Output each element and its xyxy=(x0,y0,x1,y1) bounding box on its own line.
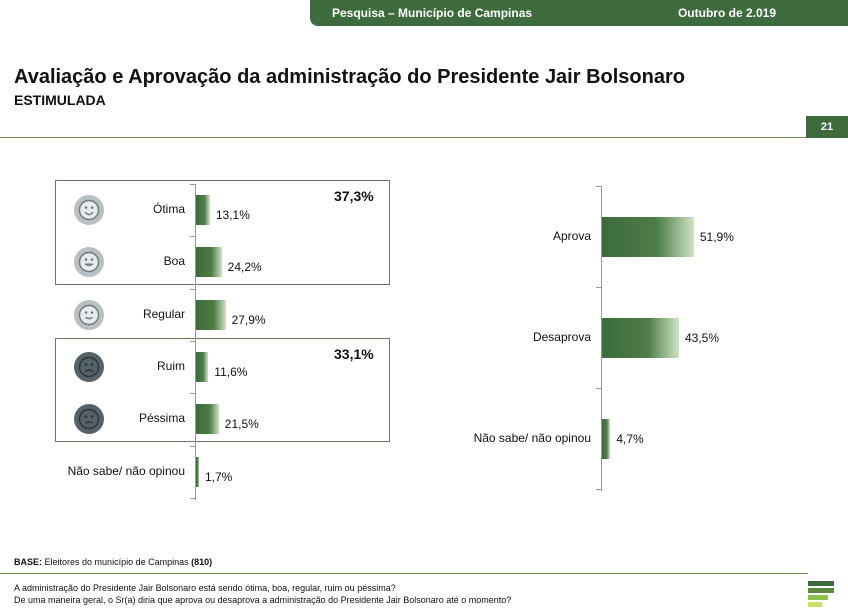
neutral-face-icon xyxy=(74,300,104,330)
category-label-pessima: Péssima xyxy=(138,411,185,425)
survey-name: Pesquisa – Município de Campinas xyxy=(332,6,533,20)
page-title: Avaliação e Aprovação da administração d… xyxy=(14,66,685,88)
question-2: De uma maneira geral, o Sr(a) diria que … xyxy=(14,595,512,605)
right-chart-tick xyxy=(596,489,602,490)
happy-face-icon xyxy=(74,247,104,277)
value-label-aprova: 51,9% xyxy=(699,230,734,244)
left-chart-tick xyxy=(190,498,196,499)
bar-nao-sabe-nao-opinou xyxy=(196,457,199,487)
very-happy-face-icon xyxy=(74,195,104,225)
page-number: 21 xyxy=(806,116,848,138)
value-label-regular: 27,9% xyxy=(231,313,266,327)
base-text: Eleitores do município de Campinas xyxy=(44,557,189,567)
very-sad-face-icon xyxy=(74,404,104,434)
category-label-otima: Ótima xyxy=(152,202,185,216)
bar-otima xyxy=(196,195,210,225)
sad-face-icon xyxy=(74,352,104,382)
survey-date: Outubro de 2.019 xyxy=(677,6,776,20)
category-label-regular: Regular xyxy=(142,307,185,321)
brand-logo xyxy=(808,581,834,607)
page-subtitle: ESTIMULADA xyxy=(14,92,106,108)
bar-regular xyxy=(196,300,226,330)
negative-group-total: 33,1% xyxy=(334,346,374,362)
left-chart-tick xyxy=(190,184,196,185)
left-chart-tick xyxy=(190,446,196,447)
right-chart-axis xyxy=(601,186,602,491)
bar-ruim xyxy=(196,352,209,382)
base-label: BASE: xyxy=(14,557,43,567)
right-chart-tick xyxy=(596,388,602,389)
base-note: BASE: Eleitores do município de Campinas… xyxy=(14,557,212,567)
category-label-boa: Boa xyxy=(163,254,185,268)
bar-desaprova xyxy=(602,318,679,358)
bar-boa xyxy=(196,247,222,277)
value-label-pessima: 21,5% xyxy=(224,417,259,431)
bar-aprova xyxy=(602,217,694,257)
positive-group-total: 37,3% xyxy=(334,188,374,204)
value-label-otima: 13,1% xyxy=(215,208,250,222)
right-chart-tick xyxy=(596,186,602,187)
category-label-aprova: Aprova xyxy=(552,229,591,243)
category-label-ruim: Ruim xyxy=(156,359,185,373)
right-chart-tick xyxy=(596,287,602,288)
base-n: (810) xyxy=(191,557,213,567)
value-label-ruim: 11,6% xyxy=(214,365,248,379)
value-label-nao-sabe-nao-opinou: 1,7% xyxy=(205,470,233,484)
left-chart-tick xyxy=(190,236,196,237)
value-label-boa: 24,2% xyxy=(227,260,262,274)
left-chart-tick xyxy=(190,393,196,394)
header-bar: Pesquisa – Município de Campinas Outubro… xyxy=(310,0,848,26)
value-label-nao-sabe-nao-opinou: 4,7% xyxy=(616,432,644,446)
negative-group-box xyxy=(55,338,390,442)
title-divider xyxy=(0,137,806,138)
value-label-desaprova: 43,5% xyxy=(684,331,720,345)
question-1: A administração do Presidente Jair Bolso… xyxy=(14,583,396,593)
bar-pessima xyxy=(196,404,219,434)
left-chart-tick xyxy=(190,289,196,290)
positive-group-box xyxy=(55,180,390,285)
category-label-desaprova: Desaprova xyxy=(532,330,591,344)
category-label-nao-sabe-nao-opinou: Não sabe/ não opinou xyxy=(473,431,591,445)
category-label-nao-sabe-nao-opinou: Não sabe/ não opinou xyxy=(67,464,185,478)
footer-divider xyxy=(0,573,808,574)
left-chart-tick xyxy=(190,341,196,342)
bar-nao-sabe-nao-opinou xyxy=(602,419,611,459)
